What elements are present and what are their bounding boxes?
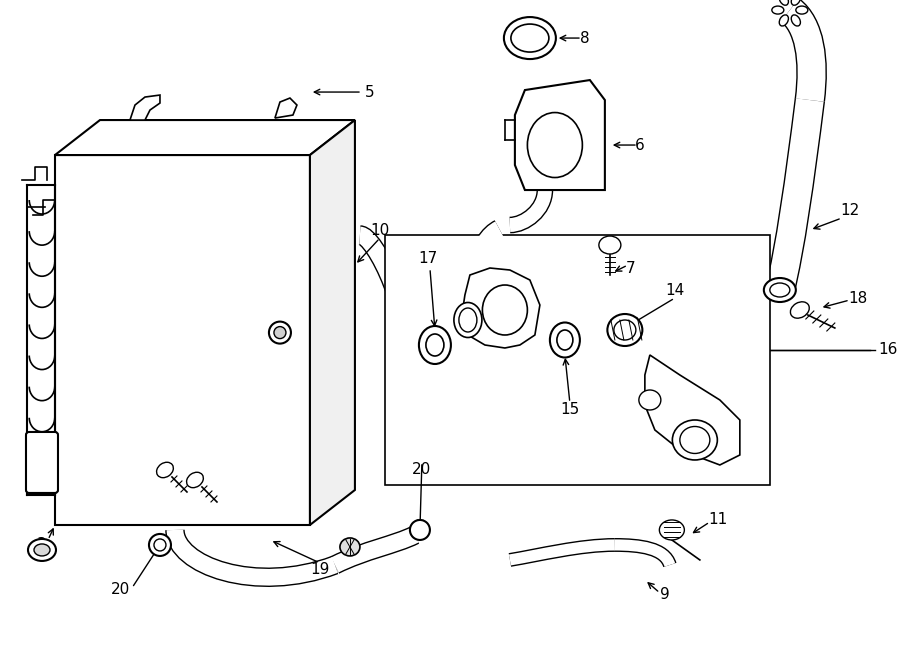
- Ellipse shape: [550, 323, 580, 358]
- Text: 8: 8: [580, 30, 590, 46]
- Text: 2: 2: [150, 188, 160, 202]
- Ellipse shape: [459, 308, 477, 332]
- Ellipse shape: [504, 17, 556, 59]
- Ellipse shape: [614, 320, 636, 340]
- Ellipse shape: [796, 6, 808, 14]
- Ellipse shape: [791, 15, 800, 26]
- Text: 13: 13: [266, 368, 284, 383]
- FancyBboxPatch shape: [26, 432, 58, 493]
- Ellipse shape: [157, 462, 174, 478]
- Ellipse shape: [149, 534, 171, 556]
- Ellipse shape: [557, 330, 573, 350]
- Ellipse shape: [680, 426, 710, 453]
- Polygon shape: [310, 120, 355, 525]
- Text: 9: 9: [660, 588, 670, 602]
- Polygon shape: [55, 120, 355, 155]
- Ellipse shape: [791, 0, 800, 5]
- Ellipse shape: [639, 390, 661, 410]
- Ellipse shape: [410, 520, 430, 540]
- Text: 17: 17: [418, 251, 437, 266]
- Text: 3: 3: [277, 442, 287, 457]
- Ellipse shape: [340, 538, 360, 556]
- Ellipse shape: [608, 314, 643, 346]
- Ellipse shape: [28, 539, 56, 561]
- Text: 3: 3: [37, 537, 47, 553]
- Ellipse shape: [454, 303, 482, 338]
- Ellipse shape: [779, 0, 788, 5]
- Text: 18: 18: [848, 290, 867, 305]
- Polygon shape: [515, 80, 605, 190]
- Text: 5: 5: [364, 85, 374, 100]
- Ellipse shape: [418, 326, 451, 364]
- Text: 19: 19: [310, 563, 329, 578]
- Ellipse shape: [790, 302, 809, 318]
- Polygon shape: [385, 235, 770, 485]
- Ellipse shape: [764, 278, 796, 302]
- Ellipse shape: [511, 24, 549, 52]
- Ellipse shape: [269, 322, 291, 344]
- Text: 16: 16: [878, 342, 897, 358]
- Text: 1: 1: [125, 512, 135, 527]
- Polygon shape: [462, 268, 540, 348]
- Text: 20: 20: [412, 463, 431, 477]
- Ellipse shape: [598, 236, 621, 254]
- Text: 6: 6: [634, 137, 644, 153]
- Text: 7: 7: [626, 260, 635, 276]
- Ellipse shape: [154, 539, 166, 551]
- Ellipse shape: [186, 472, 203, 488]
- Ellipse shape: [34, 544, 50, 556]
- Polygon shape: [130, 95, 160, 120]
- Ellipse shape: [672, 420, 717, 460]
- Polygon shape: [274, 98, 297, 118]
- Text: 14: 14: [665, 282, 685, 297]
- Text: 11: 11: [708, 512, 727, 527]
- Polygon shape: [55, 155, 310, 525]
- Text: 20: 20: [111, 582, 130, 598]
- Text: 4: 4: [166, 453, 175, 467]
- Ellipse shape: [770, 283, 790, 297]
- Ellipse shape: [660, 520, 684, 540]
- Text: 12: 12: [840, 202, 860, 217]
- Ellipse shape: [772, 6, 784, 14]
- Ellipse shape: [274, 327, 286, 338]
- Text: 15: 15: [561, 403, 580, 418]
- Ellipse shape: [779, 15, 788, 26]
- Text: 10: 10: [370, 223, 390, 237]
- Polygon shape: [645, 355, 740, 465]
- Ellipse shape: [426, 334, 444, 356]
